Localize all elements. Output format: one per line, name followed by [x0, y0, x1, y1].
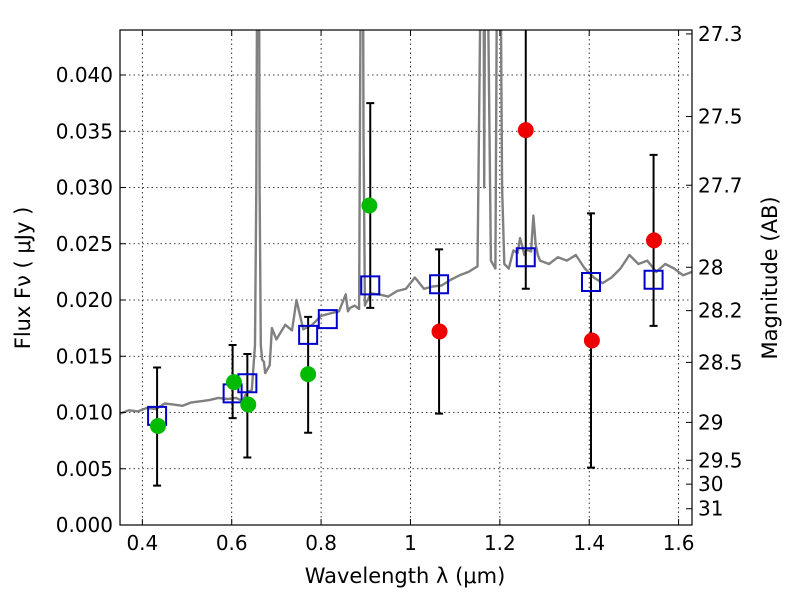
- model-point: [643, 269, 664, 290]
- x-tick-label: 0.8: [305, 531, 337, 555]
- y-tick-label: 0.030: [56, 176, 113, 200]
- x-tick-label: 1.2: [484, 531, 516, 555]
- detection-point: [149, 418, 166, 434]
- x-tick-label: 0.6: [216, 531, 248, 555]
- y-tick-label: 0.015: [56, 344, 113, 368]
- upper-limit-point: [431, 323, 448, 340]
- y2-tick-label: 29.5: [698, 448, 743, 472]
- axes: 0.4 0.6 0.8 1 1.2 1.4 1.6 0.000 0.005 0.010 0.015 0…: [56, 22, 743, 555]
- y2-tick-label: 29: [698, 410, 723, 434]
- plot-frame: [119, 29, 693, 526]
- y-tick-label: 0.025: [56, 232, 113, 256]
- y-tick-label: 0.005: [56, 457, 113, 481]
- plot-area: [120, 30, 692, 487]
- y2-tick-label: 28: [698, 255, 723, 279]
- model-point: [515, 247, 536, 268]
- y2-tick-label: 27.3: [698, 22, 743, 46]
- y-axis-label: Flux Fν ( μJy ): [11, 207, 35, 350]
- y2-tick-label: 27.7: [698, 173, 743, 197]
- y2-tick-label: 30: [698, 472, 723, 496]
- x-tick-label: 1.6: [663, 531, 695, 555]
- model-point: [317, 309, 338, 330]
- x-tick-label: 0.4: [126, 531, 158, 555]
- detection-point: [300, 366, 317, 383]
- x-axis-label: Wavelength λ (μm): [305, 564, 506, 588]
- upper-limit-point: [583, 332, 600, 349]
- upper-limit-point: [646, 232, 663, 249]
- detection-point: [240, 396, 257, 413]
- detection-point: [361, 197, 378, 214]
- model-point: [298, 324, 319, 345]
- y2-tick-label: 28.2: [698, 299, 743, 323]
- y-tick-label: 0.035: [56, 119, 113, 143]
- y-tick-label: 0.040: [56, 63, 113, 87]
- upper-limit-point: [517, 122, 534, 139]
- model-point: [429, 274, 450, 295]
- y2-axis-label: Magnitude (AB): [758, 196, 782, 359]
- y2-tick-label: 28.5: [698, 350, 743, 374]
- y-tick-label: 0.020: [56, 288, 113, 312]
- model-point: [360, 275, 381, 296]
- y2-tick-label: 31: [698, 497, 723, 521]
- y2-tick-label: 27.5: [698, 105, 743, 129]
- grid: [120, 30, 692, 526]
- y-tick-label: 0.010: [56, 401, 113, 425]
- y-tick-label: 0.000: [56, 513, 113, 537]
- detection-point: [225, 374, 242, 391]
- spectrum-line: [120, 30, 692, 415]
- x-tick-label: 1: [404, 531, 417, 555]
- model-point: [581, 272, 602, 292]
- x-tick-label: 1.4: [573, 531, 605, 555]
